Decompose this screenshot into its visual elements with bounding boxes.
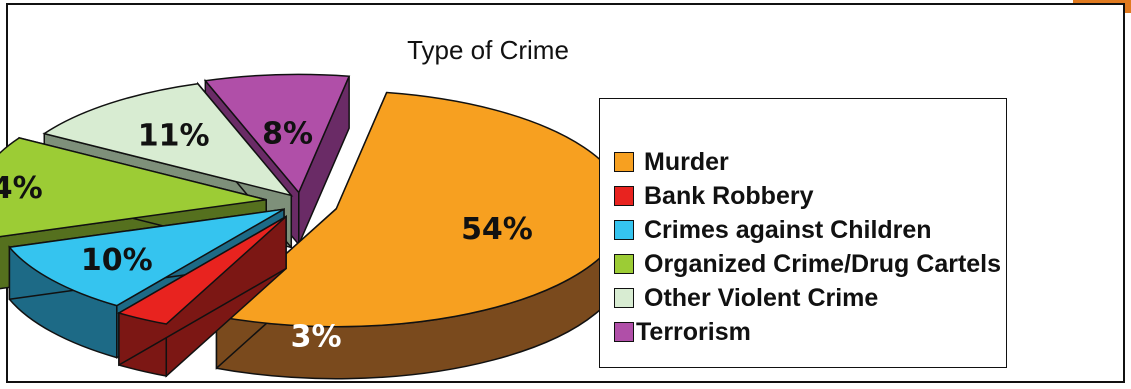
pie-chart: 8% 11% 14% 54% 10% 3% — [0, 73, 600, 380]
legend-label-bank-robbery: Bank Robbery — [644, 181, 814, 210]
slice-top-crimes-against-children — [8, 208, 285, 307]
legend-item-other-violent-crime: Other Violent Crime — [614, 281, 878, 315]
slice-top-bank-robbery — [117, 215, 287, 325]
legend-swatch-crimes-against-children — [614, 220, 634, 240]
legend-item-bank-robbery: Bank Robbery — [614, 179, 813, 213]
slice-top-organized-crime — [0, 137, 267, 238]
legend: Murder Bank Robbery Crimes against Child… — [599, 98, 1007, 368]
legend-swatch-organized-crime — [614, 254, 634, 274]
slice-top-murder — [214, 91, 600, 328]
pct-label-organized-crime: 14% — [0, 171, 43, 206]
slice-top-other-violent-crime — [42, 82, 294, 197]
legend-item-terrorism: Terrorism — [614, 315, 751, 349]
chart-title: Type of Crime — [407, 35, 569, 65]
pct-label-terrorism: 8% — [262, 117, 313, 152]
legend-label-organized-crime: Organized Crime/Drug Cartels — [644, 249, 1002, 278]
legend-item-crimes-against-children: Crimes against Children — [614, 213, 932, 247]
slice-bank-robbery: 3% — [117, 214, 342, 378]
legend-swatch-other-violent-crime — [614, 288, 634, 308]
pct-label-murder: 54% — [461, 212, 533, 247]
legend-label-other-violent-crime: Other Violent Crime — [644, 283, 879, 312]
legend-swatch-bank-robbery — [614, 186, 634, 206]
legend-label-terrorism: Terrorism — [636, 317, 751, 346]
legend-item-organized-crime: Organized Crime/Drug Cartels — [614, 247, 1001, 281]
legend-item-murder: Murder — [614, 145, 729, 179]
legend-swatch-terrorism — [614, 322, 634, 342]
slice-murder: 54% — [214, 91, 600, 380]
pct-label-crimes-against-children: 10% — [81, 243, 153, 278]
pct-label-bank-robbery: 3% — [291, 320, 342, 355]
pct-label-other-violent-crime: 11% — [138, 118, 210, 153]
legend-label-crimes-against-children: Crimes against Children — [644, 215, 932, 244]
legend-swatch-murder — [614, 152, 634, 172]
slice-top-terrorism — [203, 73, 351, 194]
legend-label-murder: Murder — [644, 147, 729, 176]
